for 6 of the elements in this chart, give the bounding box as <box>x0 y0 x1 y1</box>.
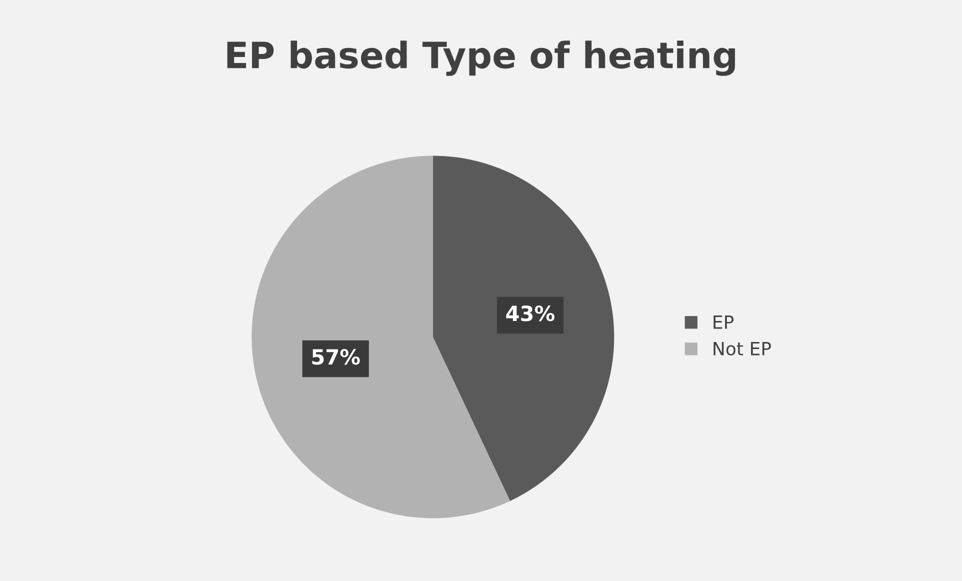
legend-label: Not EP <box>714 342 771 356</box>
pie-slice <box>432 156 614 501</box>
legend-label: EP <box>714 316 734 329</box>
data-label: 57% <box>312 349 360 365</box>
chart-title: EP based Type of heating <box>227 40 735 76</box>
data-label: 43% <box>506 306 554 322</box>
